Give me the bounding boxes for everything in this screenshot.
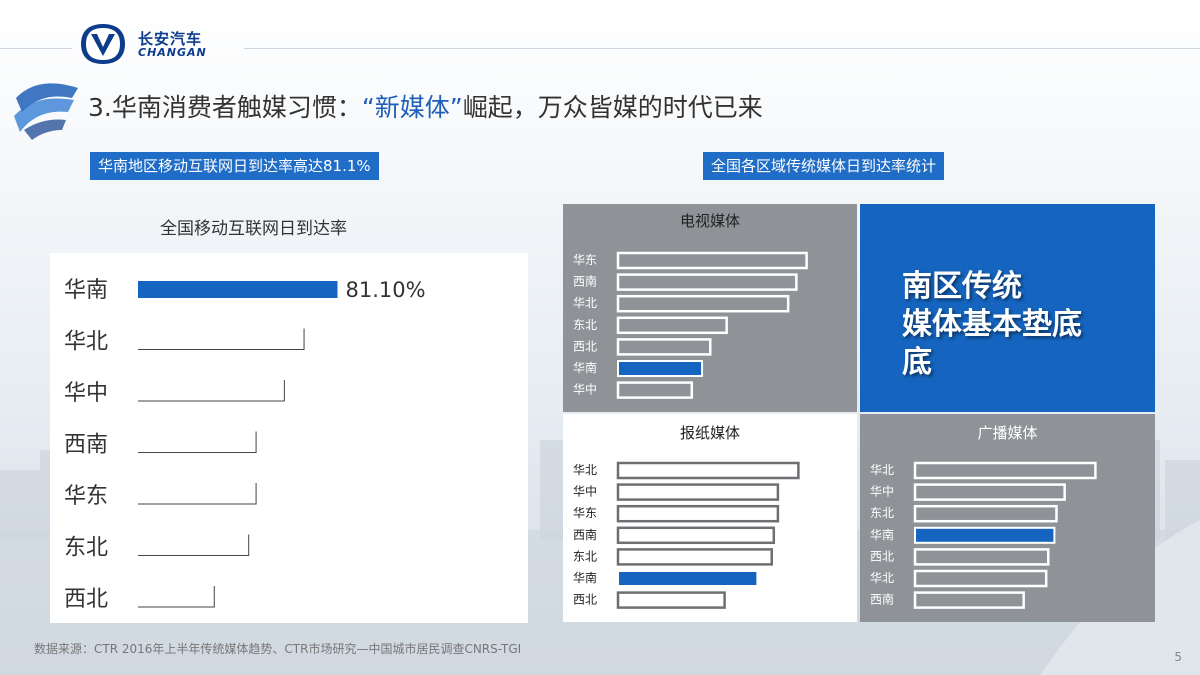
bar: [616, 316, 728, 335]
brush-stroke-decoration: [14, 83, 78, 140]
category-label: 西北: [870, 549, 894, 563]
page-number: 5: [1174, 650, 1182, 664]
page-title-prefix: 3.华南消费者触媒习惯：: [88, 93, 362, 122]
changan-logo-icon: [81, 24, 125, 64]
newspaper-media-title: 报纸媒体: [679, 424, 740, 442]
bar: [914, 526, 1056, 544]
bar: [138, 586, 215, 608]
mobile-internet-chart-panel: 华南华北华中西南华东东北西北 81.10%: [50, 253, 528, 623]
category-label: 西南: [573, 527, 597, 542]
conclusion-callout: 南区传统 媒体基本垫底 底: [860, 204, 1155, 412]
tv-media-title: 电视媒体: [679, 212, 740, 230]
right-subheader: 全国各区域传统媒体日到达率统计: [703, 152, 945, 180]
bar: [913, 461, 1097, 480]
callout-line-1: 南区传统: [902, 269, 1022, 304]
category-label: 西南: [64, 433, 108, 458]
left-chart-title: 全国移动互联网日到达率: [160, 219, 347, 239]
category-label: 西南: [573, 274, 597, 289]
bar: [913, 548, 1050, 566]
category-label: 东北: [573, 318, 597, 332]
radio-media-panel: 广播媒体 华北 华中 东北 华南 西北 华北 西南: [860, 414, 1155, 622]
bar: [138, 328, 305, 350]
data-source-note: 数据来源：CTR 2016年上半年传统媒体趋势、CTR市场研究—中国城市居民调查…: [34, 642, 522, 656]
bar: [616, 294, 790, 313]
header-rule-left: [0, 48, 72, 49]
bar: [138, 281, 338, 298]
bar: [616, 338, 712, 356]
bar: [616, 504, 780, 523]
brand-name-en: CHANGAN: [138, 46, 207, 59]
brand-name-cn: 长安汽车: [138, 30, 203, 48]
left-subheader: 华南地区移动互联网日到达率高达81.1%: [90, 152, 379, 180]
bar: [616, 548, 773, 566]
bar: [138, 431, 257, 453]
data-label: 81.10%: [346, 278, 426, 302]
category-label: 华北: [573, 463, 597, 477]
category-label: 华南: [573, 360, 597, 375]
category-label: 东北: [870, 506, 894, 520]
category-label: 西北: [64, 587, 108, 612]
category-label: 东北: [64, 536, 108, 561]
category-label: 西南: [870, 592, 894, 607]
bar: [616, 251, 808, 270]
category-label: 西北: [573, 339, 597, 353]
callout-line-3: 底: [902, 345, 932, 380]
category-label: 华北: [870, 571, 894, 585]
bar: [138, 380, 285, 402]
header-rule-right: [244, 48, 1200, 49]
category-label: 西北: [573, 593, 597, 607]
bar: [913, 569, 1048, 588]
category-label: 华北: [573, 296, 597, 310]
category-label: 华东: [573, 253, 597, 267]
category-label: 华南: [870, 527, 894, 542]
category-label: 华中: [64, 381, 108, 406]
bar: [616, 526, 776, 545]
newspaper-media-panel: 报纸媒体 华北华中华东西南东北华南西北: [563, 414, 857, 622]
page-title-suffix: 崛起，万众皆媒的时代已来: [462, 93, 763, 122]
page-title-highlight: “新媒体”: [361, 93, 463, 122]
bar: [617, 360, 704, 377]
category-label: 华北: [64, 330, 108, 355]
bar: [616, 591, 726, 609]
tv-media-panel: 电视媒体 华东西南华北东北西北华南华中: [563, 204, 857, 412]
category-label: 东北: [573, 549, 597, 563]
bar: [617, 570, 759, 587]
bar: [138, 534, 250, 556]
category-label: 华中: [870, 484, 894, 499]
bar: [913, 504, 1058, 523]
callout-text: 南区传统 媒体基本垫底 底: [902, 268, 1082, 382]
category-label: 华东: [64, 484, 108, 509]
bar: [616, 273, 798, 291]
category-label: 华中: [573, 382, 597, 397]
page-title: 3.华南消费者触媒习惯：“新媒体”崛起，万众皆媒的时代已来: [88, 88, 763, 124]
bar: [913, 591, 1025, 609]
bar: [616, 483, 780, 501]
bar: [616, 381, 694, 399]
category-label: 华南: [573, 570, 597, 585]
bar: [138, 483, 257, 505]
category-label: 华北: [870, 463, 894, 477]
category-label: 华东: [573, 506, 597, 520]
category-label: 华南: [64, 278, 108, 303]
callout-line-2: 媒体基本垫底: [902, 307, 1082, 342]
bar: [913, 483, 1066, 501]
radio-media-title: 广播媒体: [977, 424, 1038, 442]
bar: [616, 461, 800, 480]
category-label: 华中: [573, 484, 597, 499]
